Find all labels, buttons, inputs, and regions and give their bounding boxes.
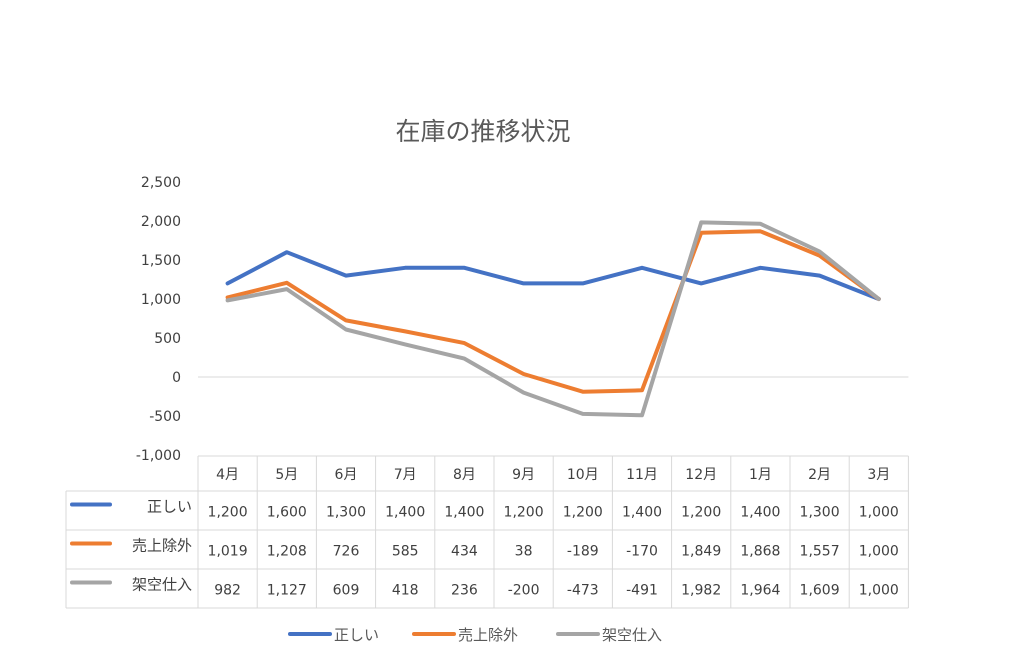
table-cell: 726 xyxy=(333,544,360,560)
table-cell: -491 xyxy=(626,583,658,599)
table-cell: 982 xyxy=(214,583,241,599)
y-tick-label: 1,500 xyxy=(141,253,181,269)
table-cell: 1,127 xyxy=(267,583,307,599)
y-tick-label: -500 xyxy=(149,409,181,425)
chart-title: 在庫の推移状況 xyxy=(395,117,570,146)
category-label: 5月 xyxy=(275,467,298,483)
table-row-label: 売上除外 xyxy=(132,537,192,555)
series-lines xyxy=(225,220,881,418)
table-cell: 1,849 xyxy=(681,544,721,560)
table-row-label: 正しい xyxy=(147,498,192,516)
y-axis: 2,500 2,000 1,500 1,000 500 0 -500 -1,000 xyxy=(136,175,181,464)
table-cell: 1,200 xyxy=(504,505,544,521)
table-cell: 609 xyxy=(333,583,360,599)
series-line xyxy=(225,220,881,418)
table-cell: 1,400 xyxy=(740,505,780,521)
y-tick-label: 1,000 xyxy=(141,292,181,308)
table-cell: 1,964 xyxy=(740,583,780,599)
table-cell: 1,982 xyxy=(681,583,721,599)
category-label: 4月 xyxy=(216,467,239,483)
table-cell: -473 xyxy=(567,583,599,599)
table-cell: 1,200 xyxy=(681,505,721,521)
table-cell: 1,000 xyxy=(859,544,899,560)
table-cell: -189 xyxy=(567,544,599,560)
series-line xyxy=(225,250,881,301)
category-label: 9月 xyxy=(512,467,535,483)
table-cell: 434 xyxy=(451,544,478,560)
table-cell: 1,400 xyxy=(385,505,425,521)
category-label: 2月 xyxy=(808,467,831,483)
legend-label: 架空仕入 xyxy=(602,626,662,644)
table-cell: -170 xyxy=(626,544,658,560)
series-line xyxy=(225,229,881,394)
y-tick-label: -1,000 xyxy=(136,448,181,464)
table-cell: 1,000 xyxy=(859,505,899,521)
legend-label: 正しい xyxy=(334,626,379,644)
table-cell: 1,609 xyxy=(800,583,840,599)
category-label: 12月 xyxy=(685,467,717,483)
table-cell: -200 xyxy=(508,583,540,599)
category-label: 8月 xyxy=(453,467,476,483)
table-cell: 418 xyxy=(392,583,419,599)
legend-label: 売上除外 xyxy=(458,626,518,644)
table-cell: 1,019 xyxy=(208,544,248,560)
category-label: 10月 xyxy=(567,467,599,483)
table-cell: 1,557 xyxy=(800,544,840,560)
category-label: 3月 xyxy=(867,467,890,483)
table-cell: 1,208 xyxy=(267,544,307,560)
table-cell: 38 xyxy=(515,544,533,560)
category-label: 1月 xyxy=(749,467,772,483)
table-cell: 1,400 xyxy=(444,505,484,521)
table-cell: 1,200 xyxy=(208,505,248,521)
y-tick-label: 2,000 xyxy=(141,214,181,230)
table-cell: 236 xyxy=(451,583,478,599)
y-tick-label: 500 xyxy=(154,331,181,347)
table-cell: 585 xyxy=(392,544,419,560)
category-label: 7月 xyxy=(394,467,417,483)
table-cell: 1,000 xyxy=(859,583,899,599)
table-cell: 1,600 xyxy=(267,505,307,521)
table-cell: 1,300 xyxy=(326,505,366,521)
table-cell: 1,300 xyxy=(800,505,840,521)
legend: 正しい 売上除外 架空仕入 xyxy=(288,626,662,644)
category-label: 6月 xyxy=(335,467,358,483)
table-row-label: 架空仕入 xyxy=(132,576,192,594)
y-tick-label: 2,500 xyxy=(141,175,181,191)
table-cell: 1,400 xyxy=(622,505,662,521)
table-cell: 1,868 xyxy=(740,544,780,560)
y-tick-label: 0 xyxy=(172,370,181,386)
table-cell: 1,200 xyxy=(563,505,603,521)
category-label: 11月 xyxy=(626,467,658,483)
